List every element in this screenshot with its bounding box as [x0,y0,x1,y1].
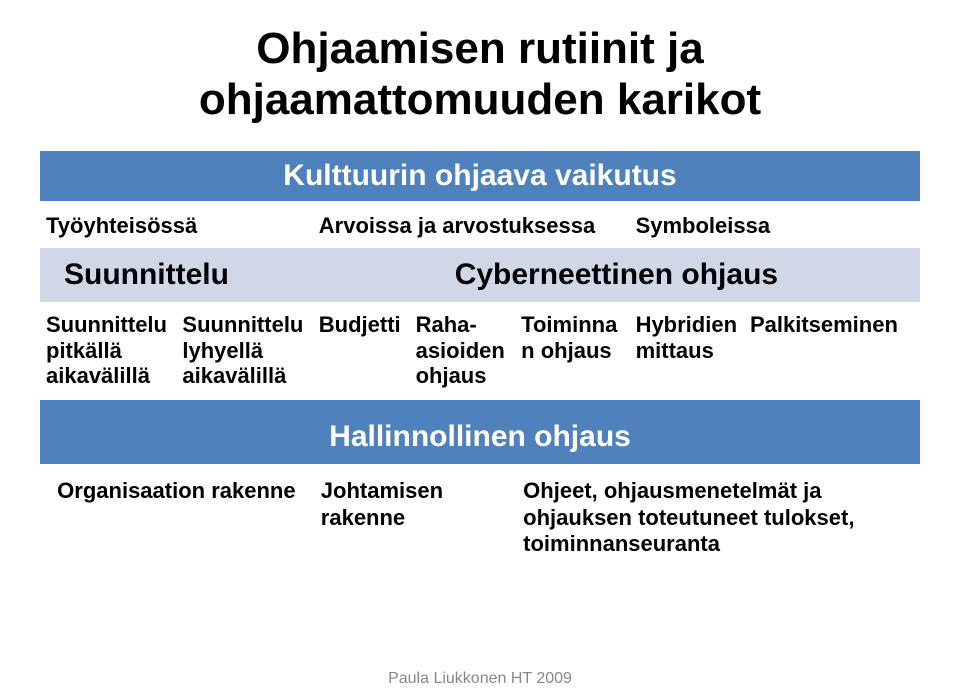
col-money: Raha-asioiden ohjaus [410,302,516,399]
org-structure-cell: Organisaation rakenne [40,465,313,567]
symbols-cell: Symboleissa [630,202,920,248]
values-cell: Arvoissa ja arvostuksessa [313,202,630,248]
col-budget: Budjetti [313,302,410,399]
bottom-row: Organisaation rakenne Johtamisen rakenne… [40,465,920,567]
title-line-2: ohjaamattomuuden karikot [199,75,761,124]
slide-diagram: Ohjaamisen rutiinit ja ohjaamattomuuden … [0,0,960,698]
col-plan-short: Suunnittelu lyhyellä aikavälillä [176,302,312,399]
title-line-1: Ohjaamisen rutiinit ja [256,24,703,73]
col-activity: Toiminna n ohjaus [515,302,629,399]
col-hybrid: Hybridien mittaus [630,302,744,399]
culture-header-row: Kulttuurin ohjaava vaikutus [40,150,920,202]
group-row: Suunnittelu Cyberneettinen ohjaus [40,248,920,302]
col-plan-long: Suunnittelu pitkällä aikavälillä [40,302,176,399]
control-table: Kulttuurin ohjaava vaikutus Työyhteisöss… [40,149,920,567]
admin-header: Hallinnollinen ohjaus [40,399,920,465]
admin-row: Hallinnollinen ohjaus [40,399,920,465]
cybernetic-group: Cyberneettinen ohjaus [313,248,920,302]
mgmt-structure-cell: Johtamisen rakenne [313,465,515,567]
guidelines-cell: Ohjeet, ohjausmenetelmät ja ohjauksen to… [515,465,920,567]
culture-sub-row: Työyhteisössä Arvoissa ja arvostuksessa … [40,202,920,248]
slide-title: Ohjaamisen rutiinit ja ohjaamattomuuden … [40,24,920,125]
planning-group: Suunnittelu [40,248,313,302]
work-community-cell: Työyhteisössä [40,202,313,248]
culture-header: Kulttuurin ohjaava vaikutus [40,150,920,202]
columns-row: Suunnittelu pitkällä aikavälillä Suunnit… [40,302,920,399]
footer-credit: Paula Liukkonen HT 2009 [0,670,960,688]
col-reward: Palkitseminen [744,302,920,399]
